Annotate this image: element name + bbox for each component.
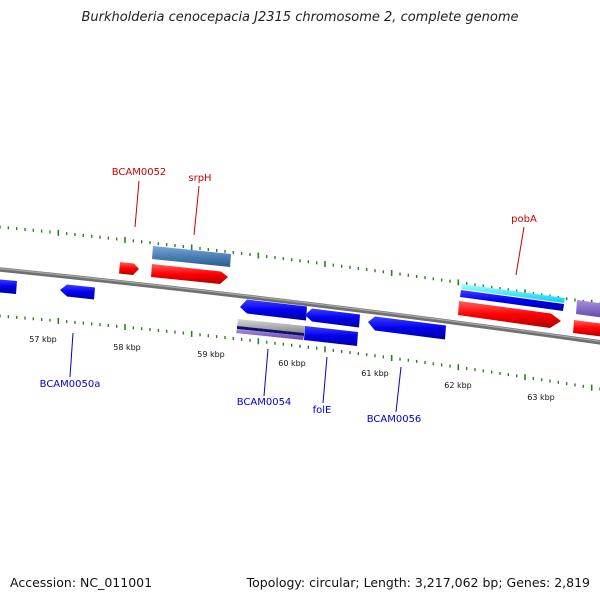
forward-gene-labels: BCAM0052 srpH pobA [112,167,537,225]
gene-edge-purple[interactable] [576,300,600,318]
label-srph[interactable]: srpH [188,173,211,184]
reverse-strand-genes [0,279,446,346]
gene-edge-blue-left[interactable] [0,279,17,294]
gene-bcam0053[interactable] [240,299,307,321]
accession-text: Accession: NC_011001 [10,575,153,590]
gene-fole[interactable] [304,326,358,346]
reverse-gene-labels: BCAM0050a BCAM0054 folE BCAM0056 [40,379,422,425]
gene-bcam0054[interactable] [236,329,304,340]
label-poba[interactable]: pobA [511,214,537,225]
label-bcam0050a[interactable]: BCAM0050a [40,379,101,390]
gene-bcam0052[interactable] [119,262,139,275]
label-bcam0054[interactable]: BCAM0054 [237,397,292,408]
genome-summary-text: Topology: circular; Length: 3,217,062 bp… [246,575,590,590]
gene-bcam0053b[interactable] [305,308,360,328]
gene-poba-blue[interactable] [460,290,564,311]
scale-label-63kbp: 63 kbp [527,393,555,402]
scale-label-61kbp: 61 kbp [361,369,389,378]
inner-tick-ring [0,314,600,391]
scale-label-60kbp: 60 kbp [278,359,306,368]
label-bcam0052[interactable]: BCAM0052 [112,167,167,178]
scale-label-62kbp: 62 kbp [444,381,472,390]
scale-label-59kbp: 59 kbp [197,350,225,359]
genome-backbone [0,267,600,345]
gene-bcam0054-dark[interactable] [237,326,304,336]
gene-bcam0056[interactable] [368,316,446,340]
scale-label-57kbp: 57 kbp [29,335,57,344]
gene-poba[interactable] [458,301,561,328]
gene-srph-band[interactable] [152,246,231,267]
gene-bcam0054-band[interactable] [237,319,305,333]
gene-poba-band[interactable] [461,284,565,303]
map-title: Burkholderia cenocepacia J2315 chromosom… [81,10,519,25]
gene-bcam0050a[interactable] [60,284,95,300]
label-leaders [69,180,525,413]
scale-label-58kbp: 58 kbp [113,343,141,352]
gene-edge-red[interactable] [573,320,600,337]
label-fole[interactable]: folE [313,405,332,416]
scale-labels: 57 kbp 58 kbp 59 kbp 60 kbp 61 kbp 62 kb… [29,335,555,402]
forward-strand-genes [119,246,600,337]
gene-srph[interactable] [151,264,228,284]
label-bcam0056[interactable]: BCAM0056 [367,414,422,425]
outer-tick-ring [0,225,600,306]
